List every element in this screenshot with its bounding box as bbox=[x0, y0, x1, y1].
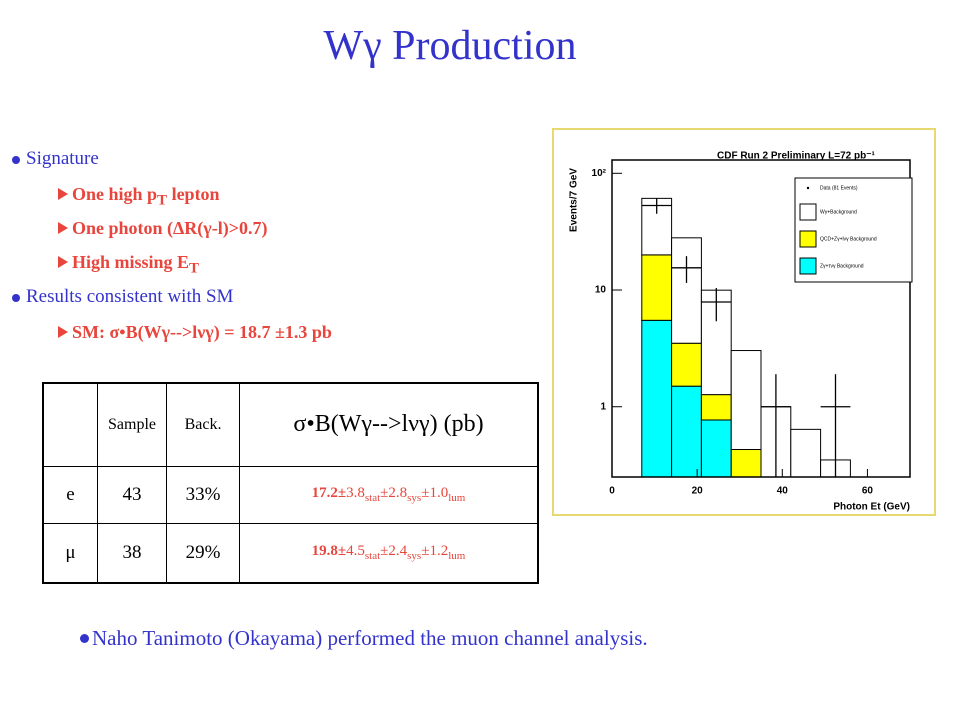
histogram-bar bbox=[790, 428, 822, 478]
header-cell: σ•B(Wγ-->lνγ) (pb) bbox=[239, 382, 539, 467]
sub-bullet: High missing ET bbox=[57, 252, 200, 278]
plot-title: CDF Run 2 Preliminary L=72 pb⁻¹ bbox=[717, 151, 875, 162]
text-run: lepton bbox=[167, 184, 220, 204]
histogram-bar bbox=[671, 342, 702, 387]
empty-cell bbox=[42, 382, 98, 467]
x-tick-label: 20 bbox=[692, 486, 704, 497]
plot-frame bbox=[611, 159, 911, 478]
table-row: e 43 33% 17.2±3.8stat±2.8sys±1.0lum bbox=[42, 465, 539, 524]
x-tick-label: 40 bbox=[777, 486, 789, 497]
header-cell: Back. bbox=[166, 382, 240, 467]
x-axis-label: Photon Et (GeV) bbox=[833, 502, 910, 513]
text-run: ±2.4 bbox=[380, 543, 408, 560]
text-run: lum bbox=[448, 550, 466, 563]
histogram-bar bbox=[641, 254, 673, 321]
text-run: ±2.8 bbox=[380, 485, 408, 501]
legend-swatch bbox=[799, 257, 817, 275]
sub-bullet: One high pT lepton bbox=[58, 184, 220, 210]
back-cell: 29% bbox=[166, 522, 240, 584]
legend-label: Zγ+τνγ Background bbox=[820, 263, 864, 269]
bullet: Results consistent with SM bbox=[11, 286, 234, 308]
histogram-bar bbox=[700, 394, 732, 421]
x-tick-label: 60 bbox=[862, 486, 874, 497]
text-run: One photon (ΔR(γ-l)>0.7) bbox=[72, 218, 268, 238]
text-run: lum bbox=[448, 492, 466, 504]
row-label: e bbox=[42, 465, 98, 524]
text-run: sys bbox=[407, 492, 422, 504]
y-tick-label: 1 bbox=[600, 401, 606, 412]
footer-note: Naho Tanimoto (Okayama) performed the mu… bbox=[80, 626, 648, 650]
sub-bullet: SM: σ•B(Wγ-->lνγ) = 18.7 ±1.3 pb bbox=[58, 322, 332, 343]
text-run: 4.5 bbox=[346, 543, 365, 560]
plot: CDF Run 2 Preliminary L=72 pb⁻¹ Photon Et… bbox=[552, 128, 936, 516]
text-run: 3.8 bbox=[346, 485, 365, 501]
text-run: T bbox=[157, 192, 168, 209]
sample-cell: 43 bbox=[97, 465, 167, 524]
sub-bullet: One photon (ΔR(γ-l)>0.7) bbox=[57, 218, 268, 239]
sample-cell: 38 bbox=[97, 522, 167, 584]
legend-label: Wγ+Background bbox=[820, 209, 857, 215]
legend-label: Data (81 Events) bbox=[820, 185, 858, 191]
text-run: stat bbox=[364, 550, 381, 563]
y-tick-label: 10² bbox=[592, 168, 607, 179]
legend-swatch bbox=[799, 203, 817, 221]
histogram-bar bbox=[671, 385, 702, 478]
back-cell: 33% bbox=[166, 465, 240, 524]
histogram-bar bbox=[730, 350, 762, 451]
text-run: ±1.0 bbox=[421, 485, 449, 501]
xsec-cell: 19.8±4.5stat±2.4sys±1.2lum bbox=[239, 522, 539, 584]
text-run: Signature bbox=[26, 148, 99, 169]
xsec-cell: 17.2±3.8stat±2.8sys±1.0lum bbox=[239, 465, 539, 524]
histogram-bar bbox=[700, 419, 732, 478]
header-cell: Sample bbox=[97, 382, 167, 467]
bullet: Signature bbox=[12, 148, 99, 170]
text-run: stat bbox=[364, 492, 381, 504]
histogram-bar bbox=[730, 449, 762, 478]
legend-marker bbox=[806, 186, 810, 190]
legend-label: QCD+Zγ+lνγ Background bbox=[820, 236, 877, 242]
text-run: SM: σ•B(Wγ-->lνγ) = 18.7 ±1.3 pb bbox=[72, 322, 332, 342]
row-label: μ bbox=[42, 522, 98, 584]
x-tick-label: 0 bbox=[609, 486, 615, 497]
text-run: 19.8± bbox=[311, 543, 347, 560]
text-run: T bbox=[189, 260, 200, 277]
histogram-bar bbox=[641, 319, 673, 478]
legend-swatch bbox=[799, 230, 817, 248]
text-run: 17.2± bbox=[311, 485, 347, 501]
text-run: sys bbox=[407, 550, 422, 563]
y-tick-label: 10 bbox=[595, 285, 607, 296]
text-run: ±1.2 bbox=[421, 543, 449, 560]
table-row: μ 38 29% 19.8±4.5stat±2.4sys±1.2lum bbox=[42, 522, 539, 584]
text-run: One high p bbox=[72, 184, 158, 204]
histogram-bar bbox=[671, 237, 702, 344]
y-axis-label: Events/7 GeV bbox=[569, 168, 580, 232]
results-table: Sample Back. σ•B(Wγ-->lνγ) (pb) e 43 33% 17… bbox=[42, 382, 539, 584]
slide-title: Wγ Production bbox=[323, 23, 577, 69]
text-run: High missing E bbox=[72, 252, 190, 272]
text-run: Results consistent with SM bbox=[26, 286, 234, 307]
